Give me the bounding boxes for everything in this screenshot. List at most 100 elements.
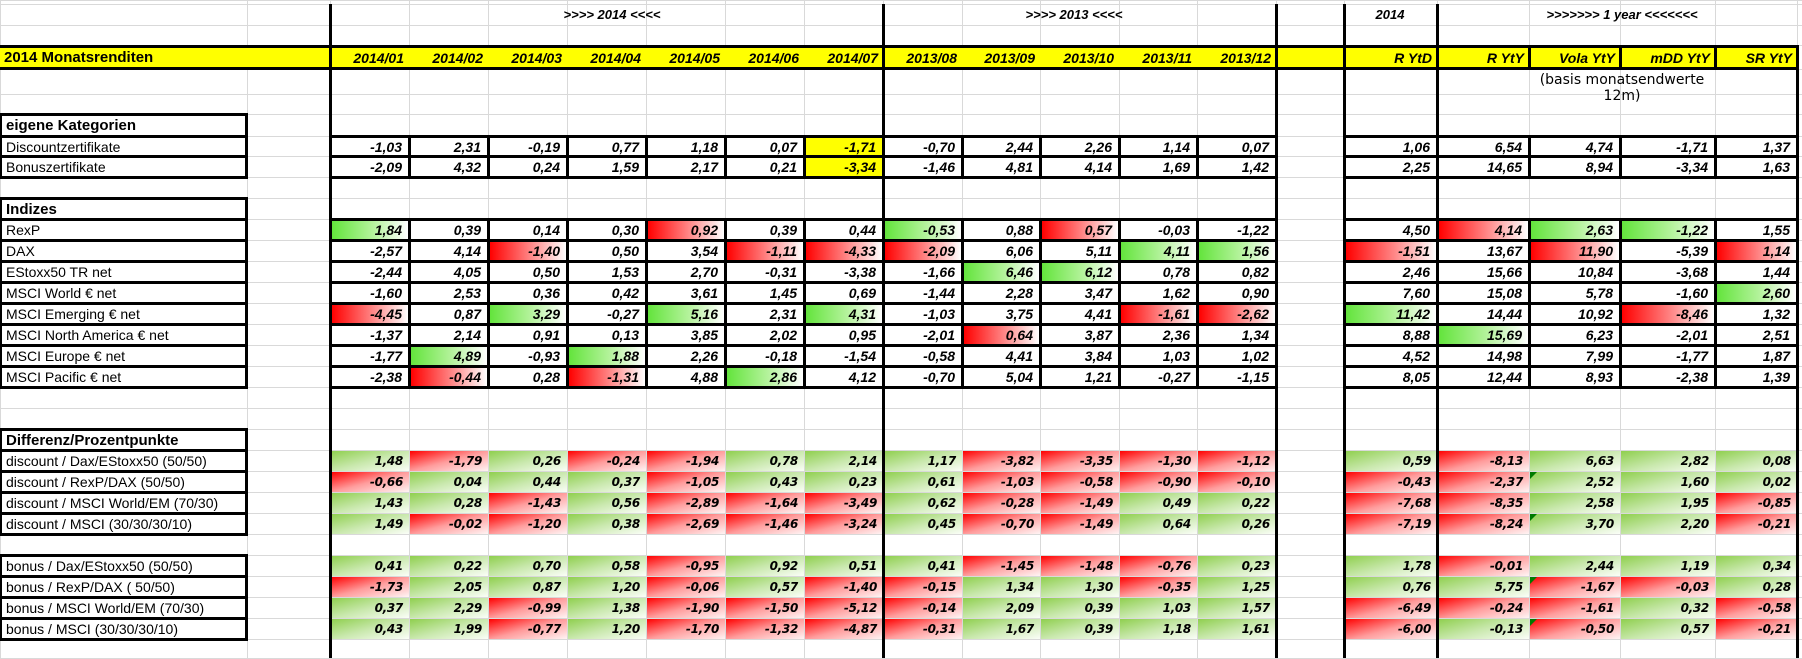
value-cell[interactable]: -2,37 — [1438, 472, 1529, 492]
value-cell[interactable]: -0,27 — [566, 302, 648, 326]
value-cell[interactable]: -5,12 — [805, 598, 883, 618]
value-cell[interactable]: 7,60 — [1343, 281, 1439, 305]
value-cell[interactable]: 8,05 — [1343, 365, 1439, 389]
value-cell[interactable]: -0,24 — [1438, 598, 1529, 618]
value-cell[interactable]: 2,14 — [805, 451, 883, 471]
value-cell[interactable]: -3,34 — [1619, 155, 1717, 179]
column-header[interactable]: SR YtY — [1745, 49, 1792, 66]
value-cell[interactable]: -1,32 — [726, 619, 804, 639]
value-cell[interactable]: -0,28 — [963, 493, 1040, 513]
value-cell[interactable]: 1,38 — [568, 598, 646, 618]
value-cell[interactable]: -0,85 — [1716, 493, 1797, 513]
value-cell[interactable]: -3,35 — [1041, 451, 1119, 471]
value-cell[interactable]: 2,44 — [1530, 556, 1620, 576]
value-cell[interactable]: 1,19 — [1621, 556, 1715, 576]
value-cell[interactable]: 1,30 — [1041, 577, 1119, 597]
value-cell[interactable]: -0,14 — [884, 598, 962, 618]
value-cell[interactable]: -6,49 — [1345, 598, 1437, 618]
value-cell[interactable]: 0,26 — [489, 451, 567, 471]
value-cell[interactable]: 0,62 — [884, 493, 962, 513]
value-cell[interactable]: -1,05 — [647, 472, 725, 492]
value-cell[interactable]: 0,21 — [724, 155, 806, 179]
value-cell[interactable]: -1,49 — [1041, 514, 1119, 534]
value-cell[interactable]: 5,04 — [961, 365, 1042, 389]
column-header[interactable]: 2014/05 — [669, 49, 720, 66]
value-cell[interactable]: 0,64 — [1120, 514, 1197, 534]
value-cell[interactable]: -3,49 — [805, 493, 883, 513]
value-cell[interactable]: -1,51 — [1343, 239, 1439, 263]
value-cell[interactable]: 0,37 — [568, 472, 646, 492]
value-cell[interactable]: -0,31 — [884, 619, 962, 639]
value-cell[interactable]: -0,95 — [647, 556, 725, 576]
column-header[interactable]: 2013/12 — [1220, 49, 1271, 66]
value-cell[interactable]: -1,79 — [410, 451, 488, 471]
value-cell[interactable]: -1,20 — [489, 514, 567, 534]
value-cell[interactable]: 11,42 — [1343, 302, 1439, 326]
value-cell[interactable]: 0,28 — [410, 493, 488, 513]
value-cell[interactable]: 1,42 — [1196, 155, 1278, 179]
value-cell[interactable]: -0,01 — [1438, 556, 1529, 576]
value-cell[interactable]: 0,24 — [487, 155, 569, 179]
value-cell[interactable]: -3,82 — [963, 451, 1040, 471]
column-header[interactable]: 2014/01 — [353, 49, 404, 66]
value-cell[interactable]: 0,39 — [1041, 598, 1119, 618]
value-cell[interactable]: 1,21 — [1039, 365, 1121, 389]
column-header[interactable]: 2013/10 — [1063, 49, 1114, 66]
value-cell[interactable]: -1,94 — [647, 451, 725, 471]
value-cell[interactable]: -7,68 — [1345, 493, 1437, 513]
value-cell[interactable]: 0,23 — [805, 472, 883, 492]
value-cell[interactable]: -7,19 — [1345, 514, 1437, 534]
column-header[interactable]: 2013/09 — [984, 49, 1035, 66]
value-cell[interactable]: 6,23 — [1528, 323, 1622, 347]
value-cell[interactable]: 1,59 — [566, 155, 648, 179]
column-header[interactable]: Vola YtY — [1558, 49, 1615, 66]
value-cell[interactable]: 1,34 — [963, 577, 1040, 597]
value-cell[interactable]: -1,67 — [1530, 577, 1620, 597]
value-cell[interactable]: 0,45 — [884, 514, 962, 534]
column-header[interactable]: 2014/02 — [432, 49, 483, 66]
value-cell[interactable]: -0,44 — [408, 365, 490, 389]
value-cell[interactable]: 2,09 — [963, 598, 1040, 618]
value-cell[interactable]: -1,31 — [566, 365, 648, 389]
value-cell[interactable]: -1,45 — [963, 556, 1040, 576]
value-cell[interactable]: 1,34 — [1196, 323, 1278, 347]
value-cell[interactable]: 2,20 — [1621, 514, 1715, 534]
value-cell[interactable]: -2,09 — [329, 155, 411, 179]
value-cell[interactable]: -4,87 — [805, 619, 883, 639]
value-cell[interactable]: -1,61 — [1530, 598, 1620, 618]
value-cell[interactable]: 0,26 — [1198, 514, 1276, 534]
value-cell[interactable]: 3,84 — [1039, 344, 1121, 368]
value-cell[interactable]: 1,03 — [1118, 344, 1199, 368]
value-cell[interactable]: -6,00 — [1345, 619, 1437, 639]
value-cell[interactable]: 1,63 — [1714, 155, 1799, 179]
value-cell[interactable]: 0,28 — [487, 365, 569, 389]
value-cell[interactable]: -2,69 — [647, 514, 725, 534]
value-cell[interactable]: 8,93 — [1528, 365, 1622, 389]
value-cell[interactable]: -8,24 — [1438, 514, 1529, 534]
value-cell[interactable]: -0,58 — [1716, 598, 1797, 618]
value-cell[interactable]: 2,05 — [410, 577, 488, 597]
value-cell[interactable]: 0,61 — [884, 472, 962, 492]
value-cell[interactable]: 1,61 — [1198, 619, 1276, 639]
value-cell[interactable]: 1,20 — [568, 619, 646, 639]
value-cell[interactable]: -0,66 — [331, 472, 409, 492]
column-header[interactable]: 2014/06 — [748, 49, 799, 66]
value-cell[interactable]: 0,04 — [410, 472, 488, 492]
value-cell[interactable]: -1,73 — [331, 577, 409, 597]
value-cell[interactable]: 0,43 — [726, 472, 804, 492]
value-cell[interactable]: 2,70 — [645, 260, 727, 284]
value-cell[interactable]: -0,27 — [1118, 365, 1199, 389]
value-cell[interactable]: 4,14 — [1039, 155, 1121, 179]
value-cell[interactable]: -0,24 — [568, 451, 646, 471]
value-cell[interactable]: -1,43 — [489, 493, 567, 513]
value-cell[interactable]: -2,57 — [329, 239, 411, 263]
value-cell[interactable]: 2,29 — [410, 598, 488, 618]
value-cell[interactable]: 2,26 — [1039, 135, 1121, 158]
value-cell[interactable]: -1,12 — [1198, 451, 1276, 471]
value-cell[interactable]: -3,24 — [805, 514, 883, 534]
value-cell[interactable]: -1,03 — [963, 472, 1040, 492]
value-cell[interactable]: 2,82 — [1621, 451, 1715, 471]
value-cell[interactable]: 2,58 — [1530, 493, 1620, 513]
column-header[interactable]: 2014/03 — [511, 49, 562, 66]
value-cell[interactable]: -0,06 — [647, 577, 725, 597]
